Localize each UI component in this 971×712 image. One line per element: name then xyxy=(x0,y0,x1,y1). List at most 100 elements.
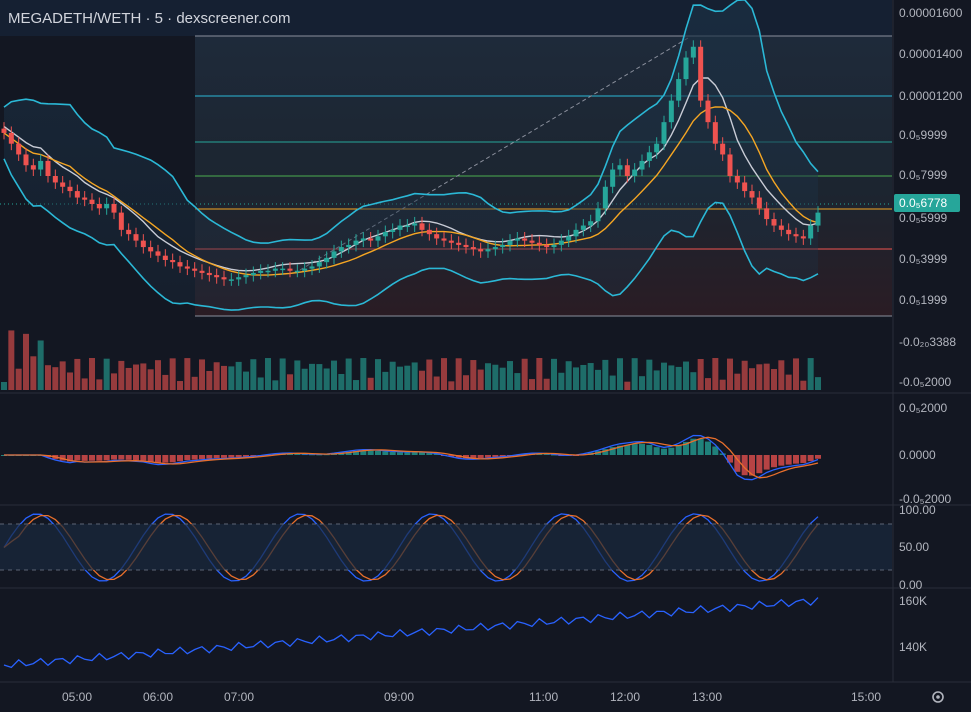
macd-histogram-bar xyxy=(96,455,103,461)
fib-trend-line[interactable] xyxy=(299,37,689,271)
macd-histogram-bar xyxy=(609,447,616,455)
volume-bar xyxy=(162,374,169,390)
candle-body xyxy=(734,176,740,183)
candle-body xyxy=(492,247,498,250)
volume-bar xyxy=(536,358,543,390)
macd-signal-line xyxy=(4,436,819,479)
price-axis[interactable]: 0.00001600 0.00001400 0.00001200 0.0₅999… xyxy=(899,6,963,389)
macd-histogram-bar xyxy=(690,438,697,455)
volume-bar xyxy=(250,359,257,390)
volume-bar xyxy=(800,380,807,390)
volume-bar xyxy=(375,359,381,390)
volume-bar xyxy=(455,358,462,390)
volume-bar xyxy=(213,362,220,390)
macd-histogram-bar xyxy=(624,444,631,455)
time-axis[interactable]: 05:00 06:00 07:00 09:00 11:00 12:00 13:0… xyxy=(62,690,881,704)
volume-bar xyxy=(30,356,37,390)
macd-histogram-bar xyxy=(191,455,198,460)
volume-bar xyxy=(646,359,653,390)
volume-bar xyxy=(719,379,726,390)
candle-body xyxy=(610,169,616,187)
volume-bar xyxy=(206,371,213,390)
macd-histogram-bar xyxy=(89,455,95,461)
candle-body xyxy=(690,46,696,58)
candle-body xyxy=(199,270,205,273)
settings-gear-icon[interactable] xyxy=(932,691,944,703)
volume-bar xyxy=(338,374,345,390)
macd-label-1: 0.0₅2000 xyxy=(899,401,948,415)
time-label-2: 06:00 xyxy=(143,690,173,704)
macd-histogram-bar xyxy=(118,455,125,460)
macd-histogram-bar xyxy=(133,455,139,461)
price-label-8: 0.0₅1999 xyxy=(899,293,948,307)
candle-body xyxy=(89,199,95,204)
candle-body xyxy=(243,275,249,278)
candle-body xyxy=(544,244,550,248)
candle-body xyxy=(302,268,308,271)
candle-body xyxy=(500,244,506,248)
macd-histogram-bar xyxy=(683,441,689,455)
volume-bar xyxy=(741,360,748,390)
candle-body xyxy=(514,238,520,241)
volume-bar xyxy=(360,358,367,390)
price-label-2: 0.00001400 xyxy=(899,47,963,61)
candle-body xyxy=(309,266,315,269)
title-background xyxy=(0,0,300,34)
candle-body xyxy=(815,212,821,226)
macd-histogram-bar xyxy=(155,455,161,463)
candle-body xyxy=(448,240,454,243)
volume-bar xyxy=(287,374,293,390)
macd-histogram-bar xyxy=(74,455,81,461)
volume-bar xyxy=(59,361,66,390)
volume-bar xyxy=(624,381,631,390)
candle-body xyxy=(272,268,278,271)
macd-histogram-bar xyxy=(81,455,88,461)
holders-pane xyxy=(3,597,819,669)
stoch-label-2: 50.00 xyxy=(899,540,929,554)
candle-body xyxy=(536,242,542,245)
candle-body xyxy=(617,165,623,170)
candle-body xyxy=(316,262,322,267)
volume-bar xyxy=(309,363,315,390)
volume-bar xyxy=(653,370,660,390)
macd-histogram-bar xyxy=(499,455,506,457)
volume-bar xyxy=(712,358,719,390)
ma-white-line xyxy=(3,77,819,272)
bollinger-bands xyxy=(3,0,819,311)
volume-bar xyxy=(147,369,154,390)
volume-bar xyxy=(551,358,557,390)
volume-bar xyxy=(815,377,821,390)
macd-histogram-bar xyxy=(485,455,491,458)
candle-body xyxy=(177,262,183,267)
volume-bar xyxy=(529,379,535,390)
candle-body xyxy=(441,238,447,241)
candle-body xyxy=(126,229,132,235)
candle-body xyxy=(712,122,718,144)
macd-histogram-bar xyxy=(162,455,169,463)
macd-histogram-bar xyxy=(147,455,154,463)
candle-body xyxy=(346,244,352,248)
macd-histogram-bar xyxy=(235,455,242,458)
macd-histogram-bar xyxy=(103,455,110,461)
candlesticks[interactable] xyxy=(1,40,821,286)
volume-bar xyxy=(763,363,770,390)
holders-line xyxy=(3,597,819,669)
candle-body xyxy=(434,234,440,239)
macd-histogram-bar xyxy=(67,455,73,462)
volume-bar xyxy=(565,361,572,390)
macd-histogram-bar xyxy=(177,455,183,462)
volume-bar xyxy=(294,360,301,390)
volume-bar xyxy=(639,376,645,390)
volume-bar xyxy=(675,366,682,390)
candle-body xyxy=(96,204,102,209)
volume-bar xyxy=(573,367,579,390)
bb-upper-line xyxy=(3,0,819,244)
volume-bar xyxy=(543,378,550,390)
volume-bar xyxy=(111,373,117,390)
volume-bar xyxy=(67,372,73,390)
macd-histogram-bar xyxy=(375,450,381,455)
volume-bar xyxy=(265,358,271,390)
volume-bar xyxy=(558,372,565,390)
macd-histogram-bar xyxy=(59,455,66,461)
